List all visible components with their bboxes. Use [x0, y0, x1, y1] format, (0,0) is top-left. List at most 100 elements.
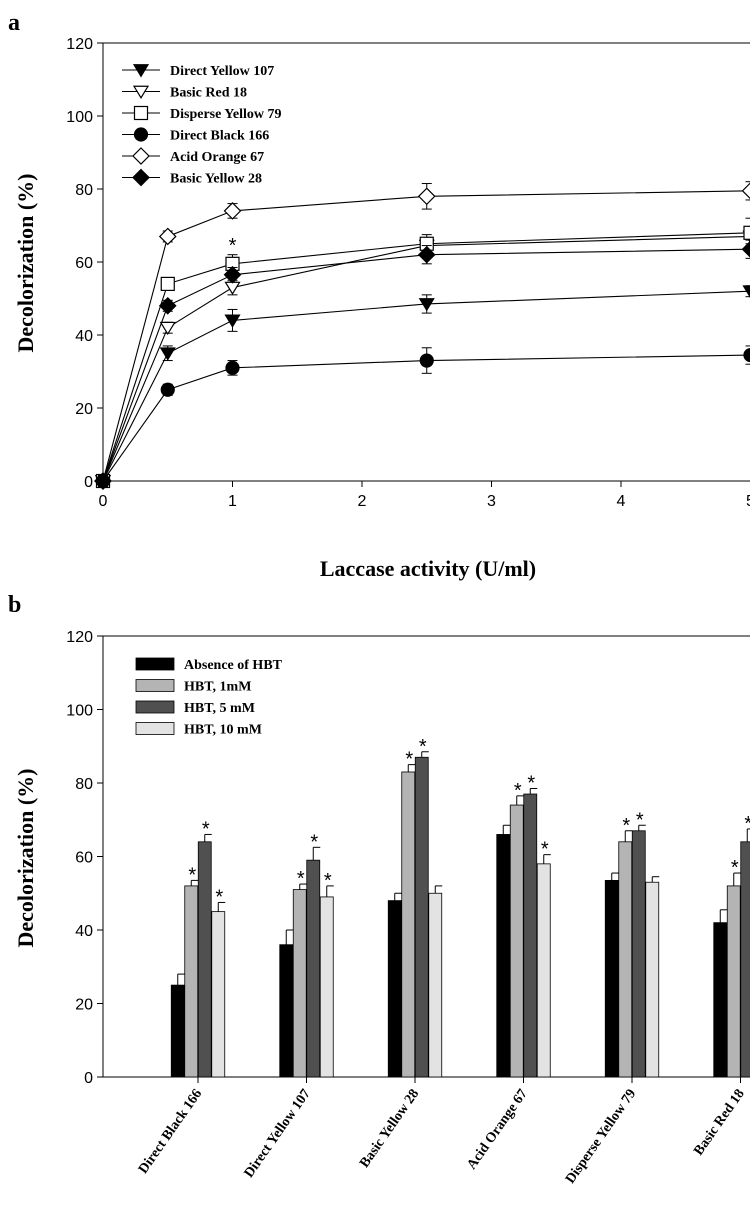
bar-hbt-1mm: [184, 885, 199, 1078]
bar-absence-of-hbt: [496, 834, 511, 1078]
panel-b-y-tick-label: 100: [66, 703, 93, 720]
panel-a-y-tick-label: 60: [75, 255, 93, 272]
legend-marker-direct-black-166: [133, 127, 149, 142]
panel-b-y-axis-label: Decolorization (%): [13, 769, 38, 948]
significance-marker: *: [636, 809, 644, 831]
category-label: Basic Yellow 28: [357, 1087, 422, 1171]
significance-marker: *: [229, 235, 237, 257]
category-label: Acid Orange 67: [465, 1087, 531, 1173]
category-label: Basic Red 18: [691, 1087, 747, 1159]
data-point-direct-yellow-107: [224, 314, 241, 328]
data-point-direct-black-166: [419, 353, 434, 368]
panel-b-legend: Absence of HBT HBT, 1mM HBT, 5 mM HBT, 10 m…: [135, 657, 283, 738]
panel-a-x-tick-label: 2: [358, 493, 367, 510]
legend-swatch-hbt-10-mm: [135, 722, 175, 735]
bar-absence-of-hbt: [604, 879, 619, 1078]
category-group-disperse-yellow-79: * * Disperse Yellow 79: [563, 809, 660, 1187]
bar-hbt-1mm: [401, 771, 416, 1078]
significance-marker: *: [419, 736, 427, 758]
significance-marker: *: [188, 864, 196, 886]
panel-b-y-tick-label: 0: [84, 1070, 93, 1087]
legend-swatch-absence-of-hbt: [135, 657, 175, 671]
bar-hbt-5-mm: [740, 841, 750, 1078]
data-point-basic-yellow-28: [223, 265, 242, 284]
bar-hbt-10-mm: [536, 863, 551, 1078]
significance-marker: *: [731, 857, 739, 879]
bar-hbt-5-mm: [523, 793, 538, 1078]
panel-b-y-tick-label: 40: [75, 923, 93, 940]
legend-label: HBT, 5 mM: [184, 701, 255, 716]
panel-b-y-tick-label: 80: [75, 776, 93, 793]
bar-hbt-10-mm: [211, 911, 226, 1078]
panel-a-y-tick-label: 40: [75, 328, 93, 345]
significance-marker: *: [622, 815, 630, 837]
panel-b-label: b: [8, 592, 21, 618]
category-group-direct-yellow-107: ***Direct Yellow 107: [242, 831, 334, 1181]
significance-marker: *: [310, 831, 318, 853]
bar-absence-of-hbt: [387, 900, 402, 1078]
significance-marker: *: [324, 870, 332, 892]
significance-marker: *: [215, 886, 223, 908]
series-basic-yellow-28: [94, 239, 750, 490]
panel-a-x-tick-label: 3: [487, 493, 496, 510]
data-point-basic-yellow-28: [741, 240, 750, 258]
panel-a-series: *: [94, 181, 750, 490]
category-group-basic-red-18: ***Basic Red 18: [691, 813, 750, 1158]
panel-a-y-tick-label: 80: [75, 182, 93, 199]
series-acid-orange-67: [94, 181, 750, 490]
panel-a-y-tick-label: 120: [66, 36, 93, 53]
data-point-basic-yellow-28: [158, 296, 177, 315]
bar-hbt-10-mm: [645, 881, 660, 1078]
significance-marker: *: [405, 749, 413, 771]
panel-b-y-tick-label: 60: [75, 850, 93, 867]
data-point-basic-red-18: [224, 281, 241, 296]
category-label: Disperse Yellow 79: [563, 1087, 639, 1187]
legend-label: Basic Yellow 28: [170, 172, 262, 187]
category-group-basic-yellow-28: * * Basic Yellow 28: [357, 736, 443, 1171]
legend-label: HBT, 10 mM: [184, 723, 262, 738]
series-line-direct-yellow-107: [102, 290, 750, 482]
data-point-acid-orange-67: [417, 187, 436, 206]
panel-a-y-tick-label: 20: [75, 401, 93, 418]
data-point-direct-black-166: [160, 382, 175, 397]
significance-marker: *: [297, 868, 305, 890]
panel-b-y-tick-label: 20: [75, 997, 93, 1014]
legend-marker-basic-red-18: [132, 85, 150, 99]
category-group-direct-black-166: * * * Direct Black 166: [136, 818, 226, 1177]
bar-hbt-1mm: [292, 889, 307, 1078]
panel-a-legend: Direct Yellow 107 Basic Red 18 Disperse Ye…: [122, 64, 281, 187]
legend-label: HBT, 1mM: [184, 680, 251, 695]
data-point-direct-yellow-107: [742, 285, 750, 298]
data-point-basic-yellow-28: [94, 472, 112, 490]
legend-marker-basic-yellow-28: [132, 168, 150, 187]
significance-marker: *: [527, 773, 535, 795]
panel-a-x-axis-label: Laccase activity (U/ml): [320, 556, 536, 581]
panel-a: a Decolorization (%) Laccase activity (U…: [8, 10, 750, 581]
data-point-acid-orange-67: [158, 227, 177, 246]
bar-hbt-1mm: [726, 885, 741, 1078]
significance-marker: *: [202, 818, 210, 840]
legend-swatch-hbt-1mm: [135, 679, 175, 692]
panel-b-bars: ***Direct Black 166***Direct Yellow 107*…: [136, 736, 750, 1187]
series-direct-yellow-107: [94, 285, 750, 489]
legend-marker-direct-yellow-107: [132, 64, 150, 78]
panel-a-axes: 0 20 40 60 80 100 120 0 1 2 3 4 5: [66, 36, 750, 510]
bar-hbt-10-mm: [428, 892, 443, 1078]
data-point-acid-orange-67: [741, 182, 750, 200]
bar-absence-of-hbt: [279, 944, 294, 1078]
legend-swatch-hbt-5-mm: [135, 700, 175, 714]
series-line-direct-black-166: [102, 354, 750, 482]
bar-hbt-5-mm: [631, 830, 646, 1078]
significance-marker: *: [514, 780, 522, 802]
category-label: Direct Yellow 107: [242, 1087, 314, 1181]
bar-absence-of-hbt: [170, 984, 185, 1078]
data-point-direct-black-166: [225, 360, 240, 375]
panel-a-x-tick-label: 0: [99, 493, 108, 510]
data-point-basic-yellow-28: [417, 245, 436, 264]
legend-label: Acid Orange 67: [170, 150, 264, 165]
data-point-direct-yellow-107: [159, 347, 176, 361]
data-point-disperse-yellow-79: [160, 276, 175, 291]
panel-a-y-axis-label: Decolorization (%): [13, 174, 38, 353]
legend-marker-disperse-yellow-79: [133, 105, 149, 121]
